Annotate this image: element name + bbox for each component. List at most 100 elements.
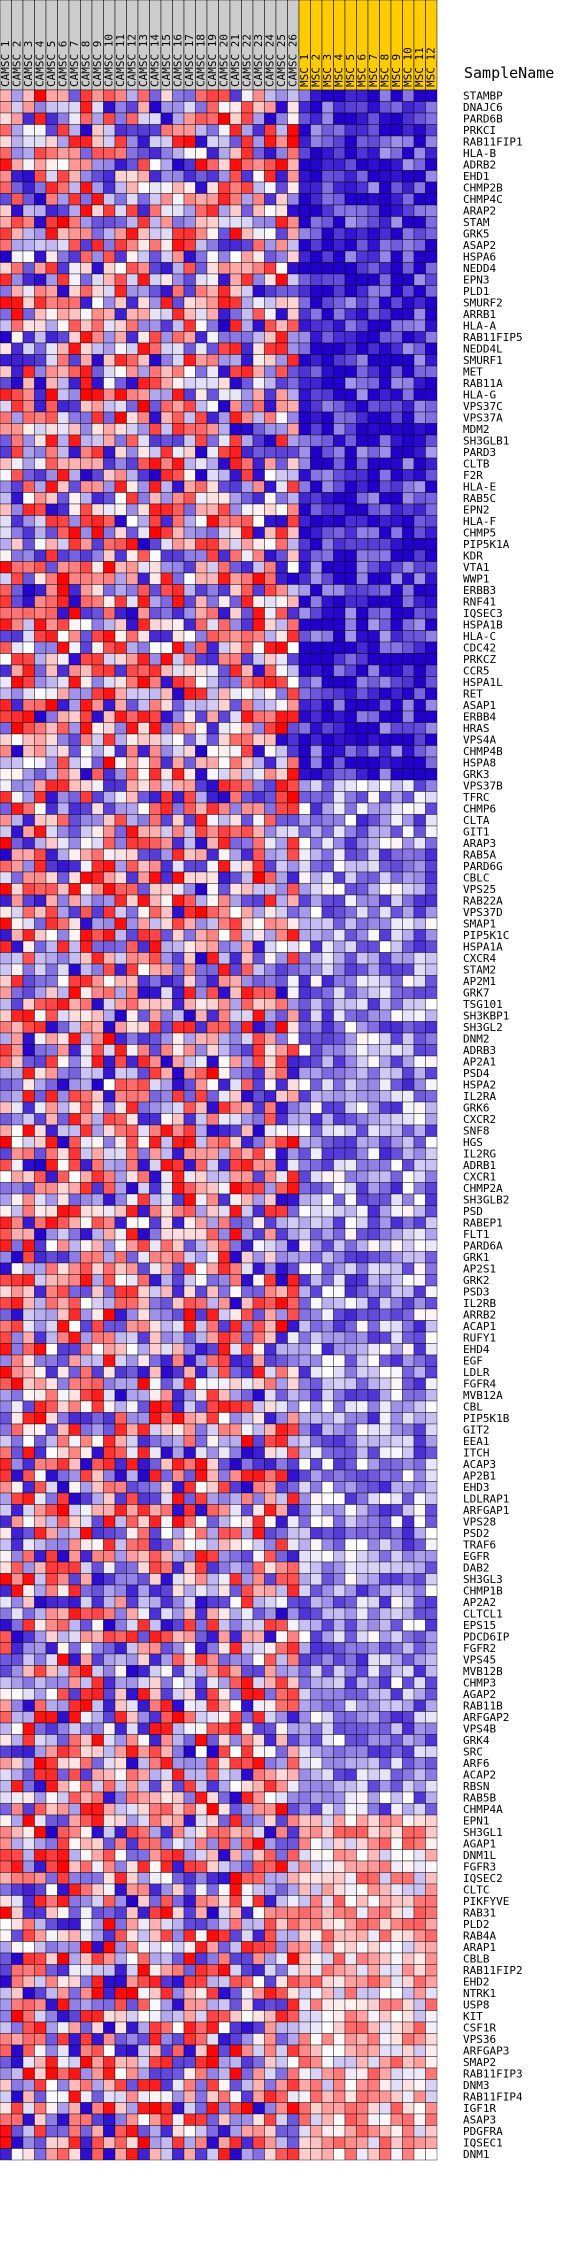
heatmap-cell bbox=[241, 641, 254, 654]
heatmap-cell bbox=[91, 1216, 104, 1229]
heatmap-cell bbox=[91, 848, 104, 861]
heatmap-cell bbox=[114, 1481, 127, 1494]
heatmap-cell bbox=[68, 1285, 81, 1298]
heatmap-cell bbox=[264, 1515, 277, 1528]
heatmap-cell bbox=[206, 1021, 219, 1034]
heatmap-cell bbox=[344, 998, 357, 1011]
heatmap-cell bbox=[183, 1469, 196, 1482]
heatmap-cell bbox=[402, 1515, 415, 1528]
heatmap-cell bbox=[252, 342, 265, 355]
heatmap-cell bbox=[264, 1561, 277, 1574]
heatmap-cell bbox=[91, 1067, 104, 1080]
heatmap-cell bbox=[321, 262, 334, 275]
heatmap-cell bbox=[356, 894, 369, 907]
heatmap-cell bbox=[413, 572, 426, 585]
heatmap-cell bbox=[241, 1354, 254, 1367]
heatmap-cell bbox=[402, 1274, 415, 1287]
heatmap-cell bbox=[206, 733, 219, 746]
heatmap-cell bbox=[241, 894, 254, 907]
heatmap-cell bbox=[310, 768, 323, 781]
heatmap-cell bbox=[172, 1124, 185, 1137]
heatmap-cell bbox=[137, 607, 150, 620]
heatmap-cell bbox=[195, 906, 208, 919]
heatmap-cell bbox=[310, 687, 323, 700]
heatmap-cell bbox=[91, 1193, 104, 1206]
heatmap-cell bbox=[287, 1251, 300, 1264]
heatmap-cell bbox=[275, 457, 288, 470]
heatmap-cell bbox=[126, 745, 139, 758]
heatmap-cell bbox=[11, 1377, 24, 1390]
heatmap-cell bbox=[57, 204, 70, 217]
heatmap-cell bbox=[206, 319, 219, 332]
heatmap-cell bbox=[367, 204, 380, 217]
heatmap-cell bbox=[45, 112, 58, 125]
heatmap-cell bbox=[252, 423, 265, 436]
heatmap-cell bbox=[195, 791, 208, 804]
heatmap-cell bbox=[11, 1573, 24, 1586]
heatmap-cell bbox=[321, 549, 334, 562]
heatmap-cell bbox=[149, 89, 162, 102]
heatmap-cell bbox=[103, 940, 116, 953]
heatmap-cell bbox=[252, 906, 265, 919]
heatmap-cell bbox=[103, 1481, 116, 1494]
heatmap-cell bbox=[287, 1331, 300, 1344]
heatmap-cell bbox=[252, 1205, 265, 1218]
heatmap-cell bbox=[356, 1170, 369, 1183]
heatmap-cell bbox=[390, 1136, 403, 1149]
heatmap-cell bbox=[103, 848, 116, 861]
heatmap-cell bbox=[45, 285, 58, 298]
heatmap-cell bbox=[264, 480, 277, 493]
column-label: CAMSC_20 bbox=[218, 34, 231, 87]
heatmap-cell bbox=[425, 526, 438, 539]
heatmap-cell bbox=[80, 239, 93, 252]
heatmap-cell bbox=[0, 89, 12, 102]
heatmap-cell bbox=[172, 1320, 185, 1333]
heatmap-cell bbox=[45, 1251, 58, 1264]
heatmap-cell bbox=[80, 250, 93, 263]
heatmap-cell bbox=[344, 1481, 357, 1494]
heatmap-cell bbox=[137, 1032, 150, 1045]
heatmap-cell bbox=[34, 687, 47, 700]
heatmap-cell bbox=[22, 572, 35, 585]
heatmap-cell bbox=[206, 653, 219, 666]
heatmap-cell bbox=[45, 952, 58, 965]
heatmap-cell bbox=[379, 802, 392, 815]
heatmap-cell bbox=[183, 239, 196, 252]
heatmap-cell bbox=[333, 285, 346, 298]
heatmap-cell bbox=[264, 779, 277, 792]
heatmap-cell bbox=[264, 411, 277, 424]
heatmap-cell bbox=[57, 354, 70, 367]
heatmap-cell bbox=[114, 411, 127, 424]
heatmap-cell bbox=[333, 1274, 346, 1287]
heatmap-cell bbox=[91, 1492, 104, 1505]
heatmap-cell bbox=[298, 1044, 311, 1057]
heatmap-cell bbox=[218, 871, 231, 884]
heatmap-cell bbox=[229, 676, 242, 689]
heatmap-cell bbox=[34, 365, 47, 378]
heatmap-cell bbox=[68, 837, 81, 850]
heatmap-cell bbox=[45, 89, 58, 102]
heatmap-cell bbox=[57, 331, 70, 344]
heatmap-cell bbox=[149, 1205, 162, 1218]
heatmap-cell bbox=[114, 1538, 127, 1551]
heatmap-cell bbox=[333, 1492, 346, 1505]
heatmap-cell bbox=[379, 377, 392, 390]
heatmap-cell bbox=[34, 1193, 47, 1206]
heatmap-cell bbox=[264, 181, 277, 194]
heatmap-cell bbox=[264, 204, 277, 217]
heatmap-cell bbox=[402, 929, 415, 942]
heatmap-cell bbox=[34, 1504, 47, 1517]
heatmap-cell bbox=[367, 1331, 380, 1344]
heatmap-cell bbox=[206, 1274, 219, 1287]
heatmap-cell bbox=[298, 1389, 311, 1402]
heatmap-cell bbox=[11, 1055, 24, 1068]
heatmap-cell bbox=[310, 515, 323, 528]
heatmap-cell bbox=[310, 227, 323, 240]
heatmap-cell bbox=[114, 1113, 127, 1126]
heatmap-cell bbox=[114, 1366, 127, 1379]
heatmap-cell bbox=[149, 699, 162, 712]
heatmap-cell bbox=[344, 147, 357, 160]
heatmap-cell bbox=[321, 802, 334, 815]
heatmap-cell bbox=[229, 1561, 242, 1574]
heatmap-cell bbox=[206, 526, 219, 539]
